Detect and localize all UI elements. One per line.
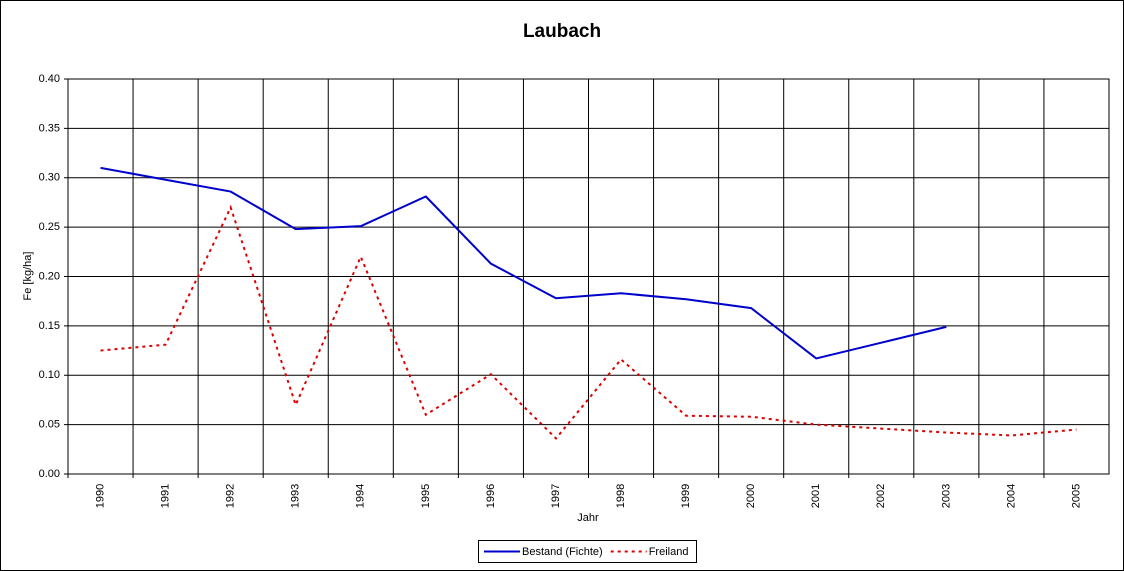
x-axis-label: Jahr (577, 512, 599, 524)
x-tick-label: 1996 (485, 484, 497, 508)
x-tick-label: 1992 (225, 484, 237, 508)
y-tick-label: 0.20 (39, 270, 60, 282)
x-tick-label: 2002 (875, 484, 887, 508)
y-tick-label: 0.00 (39, 468, 60, 480)
x-tick-label: 2003 (940, 484, 952, 508)
x-tick-label: 2004 (1005, 484, 1017, 508)
y-tick-label: 0.35 (39, 122, 60, 134)
x-tick-label: 1999 (680, 484, 692, 508)
x-tick-label: 1990 (94, 484, 106, 508)
series-line (100, 166, 947, 360)
x-tick-label: 1994 (355, 484, 367, 508)
y-tick-label: 0.30 (39, 172, 60, 184)
y-tick-label: 0.10 (39, 369, 60, 381)
chart-title: Laubach (523, 21, 601, 42)
y-tick-label: 0.15 (39, 320, 60, 332)
y-axis-label: Fe [kg/ha] (22, 252, 34, 301)
x-tick-label: 1997 (550, 484, 562, 508)
legend-label: Freiland (649, 546, 689, 558)
x-tick-label: 2000 (745, 484, 757, 508)
x-tick-label: 1991 (160, 484, 172, 508)
y-tick-label: 0.40 (39, 73, 60, 85)
x-tick-label: 2001 (810, 484, 822, 508)
grid (64, 78, 1110, 478)
y-tick-label: 0.25 (39, 221, 60, 233)
x-tick-label: 2005 (1070, 484, 1082, 508)
x-tick-label: 1995 (420, 484, 432, 508)
legend-label: Bestand (Fichte) (522, 546, 603, 558)
y-tick-label: 0.05 (39, 419, 60, 431)
legend (478, 540, 697, 563)
x-tick-label: 1993 (290, 484, 302, 508)
x-tick-label: 1998 (615, 484, 627, 508)
series-layer (100, 166, 1077, 440)
